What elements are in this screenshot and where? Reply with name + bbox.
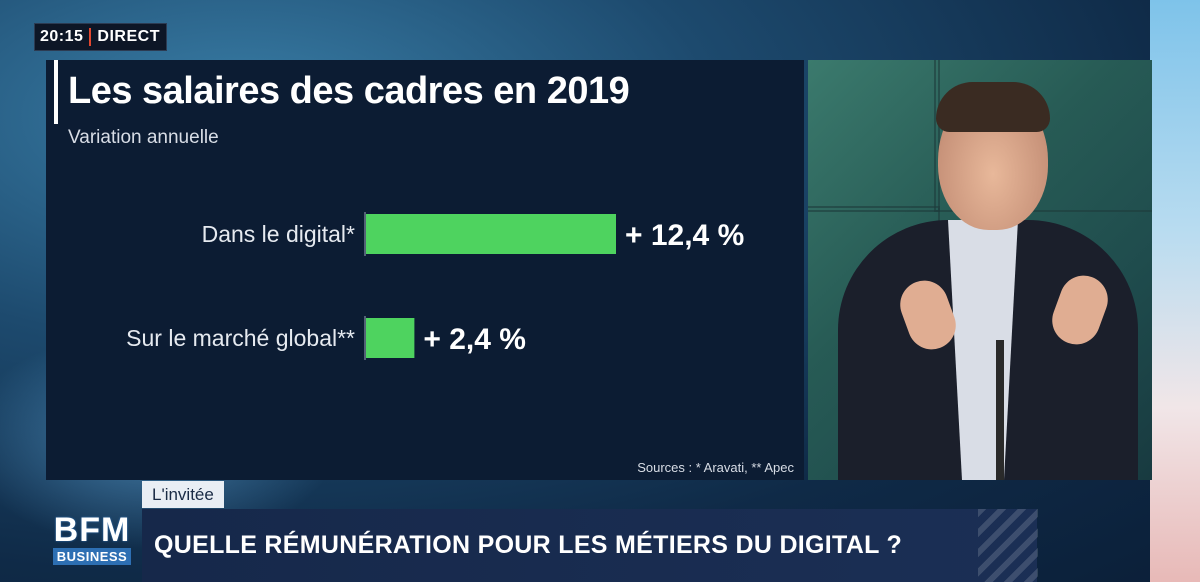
live-separator <box>89 28 92 46</box>
live-label: DIRECT <box>97 28 160 45</box>
chart-sources: Sources : * Aravati, ** Apec <box>637 460 794 475</box>
segment-tag: L'invitée <box>142 481 224 508</box>
bar <box>366 318 415 358</box>
live-badge: 20:15 DIRECT <box>34 23 167 51</box>
bar-value-label: + 12,4 % <box>625 219 744 252</box>
chart-subtitle: Variation annuelle <box>68 127 219 148</box>
bar <box>366 214 616 254</box>
microphone-stand <box>996 340 1004 480</box>
logo-main-text: BFM <box>53 511 131 549</box>
chart-panel: Les salaires des cadres en 2019 Variatio… <box>46 60 804 480</box>
category-label: Sur le marché global** <box>126 325 355 351</box>
guest-hair <box>936 82 1050 132</box>
bar-value-label: + 2,4 % <box>423 323 526 356</box>
logo-sub-text: BUSINESS <box>52 548 132 565</box>
clock-time: 20:15 <box>40 28 84 45</box>
guest-shirt <box>948 220 1018 480</box>
headline-text: QUELLE RÉMUNÉRATION POUR LES MÉTIERS DU … <box>154 531 903 559</box>
bar-chart: Dans le digital* + 12,4 % Sur le marché gl… <box>126 212 744 360</box>
background-window-pane <box>808 60 940 212</box>
channel-logo: BFM BUSINESS <box>48 512 136 582</box>
headline-banner: QUELLE RÉMUNÉRATION POUR LES MÉTIERS DU … <box>142 509 1038 582</box>
background-window-pane <box>934 60 1152 212</box>
title-accent-bar <box>54 60 58 124</box>
background-right-edge <box>1150 0 1200 582</box>
chart-title: Les salaires des cadres en 2019 <box>68 70 630 112</box>
guest-video-feed <box>808 60 1152 480</box>
banner-stripe-decoration <box>978 509 1038 582</box>
category-label: Dans le digital* <box>202 221 355 247</box>
